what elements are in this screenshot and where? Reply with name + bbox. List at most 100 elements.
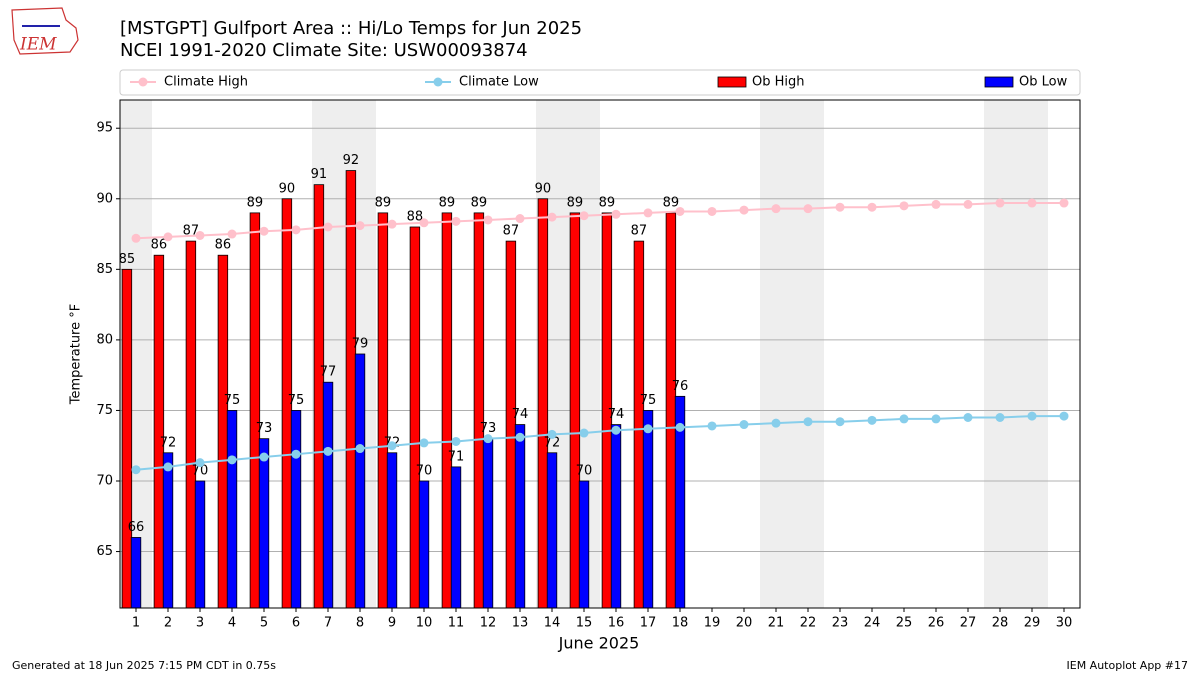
bar [409,226,421,609]
line-marker [387,441,397,451]
line-marker [227,455,237,465]
x-tick-label: 5 [260,616,268,631]
y-tick-label: 65 [96,544,113,559]
bar [665,212,677,609]
data-label: 85 [119,252,136,267]
y-tick-label: 80 [96,332,113,347]
logo-outline [11,7,79,55]
line-marker [419,218,429,228]
line-marker [227,229,237,239]
x-tick-label: 11 [448,616,465,631]
line-marker [995,198,1005,208]
bar [130,537,142,609]
data-label: 89 [439,195,456,210]
legend-swatch [984,76,1014,88]
line-marker [643,424,653,434]
x-tick-label: 26 [928,616,945,631]
weekend-shade [984,100,1016,608]
data-label: 66 [128,520,145,535]
data-label: 72 [544,435,561,450]
data-label: 73 [480,421,497,436]
bar [313,184,325,609]
x-tick-label: 23 [832,616,849,631]
line-marker [515,432,525,442]
weekend-shade [792,100,824,608]
data-label: 86 [151,238,168,253]
x-tick-label: 4 [228,616,236,631]
line-marker [483,215,493,225]
bar [377,212,389,609]
line-marker [291,449,301,459]
x-tick-label: 6 [292,616,300,631]
line-marker [963,413,973,422]
data-label: 70 [416,464,433,479]
x-tick-label: 9 [388,616,396,631]
legend-label: Ob Low [1019,75,1068,90]
line-marker [547,429,557,439]
y-tick-label: 70 [96,474,113,489]
line-marker [355,444,365,454]
data-label: 73 [256,421,273,436]
bar [418,480,430,609]
line-marker [707,421,717,431]
line-marker [931,414,941,424]
x-tick-label: 14 [544,616,561,631]
line-marker [867,415,877,425]
bar [226,410,238,609]
bar [258,438,270,609]
y-tick-label: 75 [96,403,113,418]
data-label: 89 [599,195,616,210]
line-marker [323,446,333,456]
bar [546,452,558,609]
line-marker [931,199,941,209]
x-tick-label: 17 [640,616,657,631]
bar [642,410,654,609]
line-marker [419,438,429,448]
line-marker [291,225,301,235]
line-marker [803,417,813,427]
bar [514,424,526,609]
legend-label: Climate High [164,75,248,90]
data-label: 75 [640,393,657,408]
y-tick-label: 95 [96,121,113,136]
bar [482,438,494,609]
x-tick-label: 3 [196,616,204,631]
data-label: 87 [631,224,648,239]
x-tick-label: 15 [576,616,593,631]
data-label: 86 [215,238,232,253]
bar [537,198,549,609]
weekend-shade [760,100,792,608]
line-marker [195,458,205,468]
bar [633,240,645,609]
line-marker [451,216,461,226]
footer-left: Generated at 18 Jun 2025 7:15 PM CDT in … [12,659,276,672]
bar [162,452,174,609]
line-marker [547,212,557,222]
logo: IEM [11,7,79,55]
line-marker [259,452,269,462]
line-marker [1027,411,1037,421]
legend-swatch [717,76,747,88]
x-tick-label: 12 [480,616,497,631]
line-marker [899,414,909,424]
line [135,415,1064,471]
x-tick-label: 2 [164,616,172,631]
x-tick-label: 13 [512,616,529,631]
line-marker [611,209,621,219]
bar [185,240,197,609]
bar [450,466,462,609]
chart-title: [MSTGPT] Gulfport Area :: Hi/Lo Temps fo… [120,18,582,39]
footer-right: IEM Autoplot App #17 [1067,659,1189,672]
line-marker [163,232,173,242]
legend-label: Ob High [752,75,805,90]
x-tick-label: 28 [992,616,1009,631]
x-tick-label: 19 [704,616,721,631]
bar [610,424,622,609]
bar [386,452,398,609]
line-marker [835,417,845,427]
x-tick-label: 27 [960,616,977,631]
bar [322,381,334,609]
data-label: 92 [343,153,360,168]
x-tick-label: 18 [672,616,689,631]
